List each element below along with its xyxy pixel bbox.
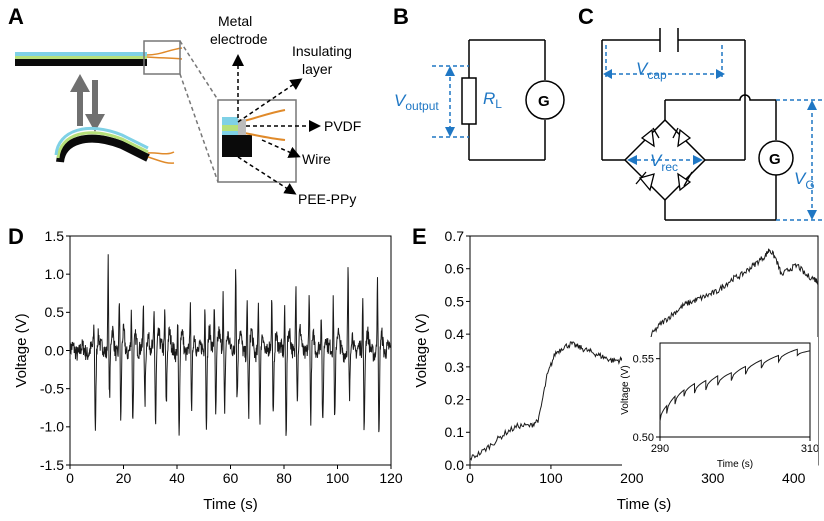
x-tick-label: 0 [466,470,474,486]
y-tick-label: 0.50 [633,432,654,444]
panel-c-circuit [601,28,794,221]
x-tick-label: 0 [66,470,74,486]
zoom-detail-box [217,99,297,183]
y-tick-label: -1.0 [40,419,64,435]
y-axis-label: Voltage (V) [413,313,430,387]
y-axis-label: Voltage (V) [13,313,30,387]
v-rec-label: Vrec [650,151,678,174]
inset-background [622,337,818,471]
y-tick-label: 0.1 [445,424,465,440]
y-tick-label: 0.55 [633,354,654,366]
x-tick-label: 200 [620,470,644,486]
generator-b [525,80,565,120]
x-axis-label: Time (s) [717,459,753,470]
x-tick-label: 40 [169,470,185,486]
y-tick-label: 0.0 [445,457,465,473]
panel-c-arrowheads [603,69,817,220]
y-tick-label: 0.5 [45,304,65,320]
x-axis-label: Time (s) [617,496,671,513]
y-tick-label: 0.3 [445,359,465,375]
zoom-source-box [143,40,181,75]
chart-e: 0 100 200 300 400 0.0 0.1 0.2 0.3 0.4 0.5 0.6 0.7 Tim… [413,228,819,513]
y-tick-label: -1.5 [40,457,64,473]
panel-a-schematic: Metal electrode Insulating layer PVDF Wi… [15,13,361,207]
y-tick-label: 1.0 [45,266,65,282]
x-tick-label: 400 [782,470,806,486]
panel-letter-b: B [393,4,409,29]
x-tick-label: 80 [276,470,292,486]
panel-b-circuit [432,39,565,161]
y-tick-label: -0.5 [40,381,64,397]
chart-d: 0 20 40 60 80 100 120 -1.5 -1.0 -0.5 0.0 0.5 1.0 1.5 T… [13,228,403,513]
label-pee-ppy: PEE-PPy [298,191,356,207]
v-g-label: VG [794,169,815,192]
x-axis-label: Time (s) [203,496,257,513]
y-tick-label: 0.5 [445,293,465,309]
diodes [635,127,693,192]
label-pvdf: PVDF [324,118,361,134]
y-tick-label: 0.6 [445,261,465,277]
bend-arrows-icon [70,74,105,132]
panel-letter-d: D [8,224,24,249]
series-line-voltage-inset [659,348,811,422]
bent-fiber [54,126,175,164]
cross-section [222,109,286,157]
x-tick-label: 310 [801,443,819,455]
gen-c-label: G [769,151,781,168]
x-tick-label: 120 [379,470,403,486]
gen-b-label: G [538,93,550,110]
x-tick-label: 60 [223,470,239,486]
panel-letter-c: C [578,4,594,29]
label-wire: Wire [302,151,331,167]
chart-e-inset: 290 310 0.50 0.55 Time (s) Voltage (V) [620,337,819,471]
load-resistor [461,77,477,125]
x-tick-label: 300 [701,470,725,486]
x-tick-label: 100 [539,470,563,486]
series-line-voltage-d [69,254,392,436]
straight-fiber [15,47,183,66]
x-tick-label: 290 [651,443,669,455]
y-tick-label: 1.5 [45,228,65,244]
x-tick-label: 100 [326,470,350,486]
series-line-voltage-e [469,248,819,461]
label-layer: layer [302,61,333,77]
y-tick-label: 0.7 [445,228,465,244]
panel-letter-e: E [412,224,427,249]
panel-letter-a: A [8,4,24,29]
y-tick-label: 0.2 [445,391,465,407]
v-output-label: Voutput [394,91,439,113]
label-metal: Metal [218,13,252,29]
y-tick-label: 0.0 [45,342,65,358]
v-cap-label: Vcap [636,59,667,82]
y-axis-label: Voltage (V) [620,365,631,414]
r-load-label: RL [483,89,502,111]
label-insulating: Insulating [292,43,352,59]
plot-frame [659,342,811,438]
x-tick-label: 20 [116,470,132,486]
y-tick-label: 0.4 [445,326,465,342]
label-electrode: electrode [210,31,268,47]
